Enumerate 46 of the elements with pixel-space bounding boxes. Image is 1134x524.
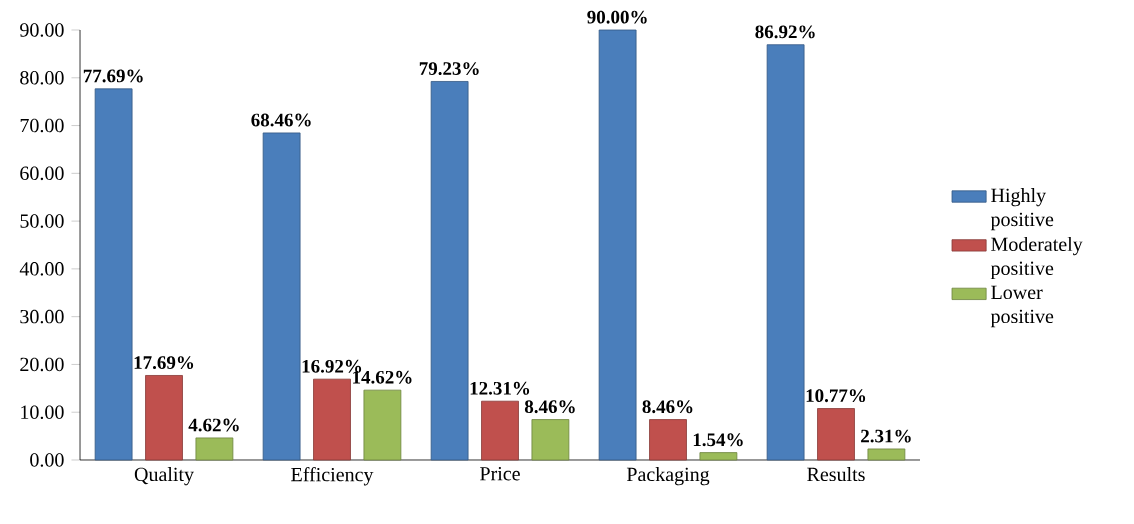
legend-label: Moderately positive [990, 236, 1083, 280]
data-label: 12.31% [470, 381, 530, 395]
y-tick-label: 30.00 [20, 309, 64, 324]
bar [649, 419, 687, 461]
data-label: 68.46% [251, 113, 311, 127]
bar [598, 29, 637, 461]
x-tick-label: Results [807, 467, 865, 482]
bar [481, 400, 519, 461]
data-label: 86.92% [755, 25, 815, 39]
y-tick-label: 80.00 [20, 71, 64, 85]
bar [531, 419, 570, 461]
bar [699, 452, 738, 461]
data-label: 90.00% [587, 10, 647, 24]
bar [195, 437, 234, 461]
bar [817, 408, 855, 461]
legend-label: Highly positive [990, 188, 1054, 231]
y-tick-label: 10.00 [21, 405, 64, 419]
bar [766, 44, 805, 461]
data-label: 79.23% [419, 62, 479, 76]
bar [430, 81, 469, 461]
bar [313, 378, 351, 461]
data-label: 4.62% [188, 418, 239, 432]
data-label: 8.46% [524, 400, 575, 414]
y-tick-label: 50.00 [20, 214, 64, 228]
data-label: 2.31% [861, 429, 911, 443]
data-label: 8.46% [642, 400, 693, 414]
x-tick-label: Quality [134, 467, 194, 486]
y-tick-label: 90.00 [20, 23, 64, 37]
bar [145, 375, 183, 461]
x-tick-label: Packaging [626, 467, 710, 486]
y-tick-label: 0.00 [30, 453, 64, 467]
bar [867, 448, 906, 461]
x-tick-label: Efficiency [291, 467, 374, 486]
bar [94, 88, 133, 461]
data-label: 17.69% [134, 356, 194, 370]
y-tick-label: 20.00 [20, 357, 64, 372]
data-label: 1.54% [693, 433, 743, 447]
bar [262, 132, 301, 461]
x-tick-label: Price [480, 467, 520, 481]
data-label: 10.77% [806, 389, 866, 403]
legend-label: Lower positive [990, 285, 1054, 328]
y-tick-label: 60.00 [20, 166, 64, 181]
bar [363, 389, 402, 461]
y-tick-label: 40.00 [19, 262, 64, 276]
y-tick-label: 70.00 [20, 118, 64, 133]
data-label: 77.69% [83, 69, 143, 83]
